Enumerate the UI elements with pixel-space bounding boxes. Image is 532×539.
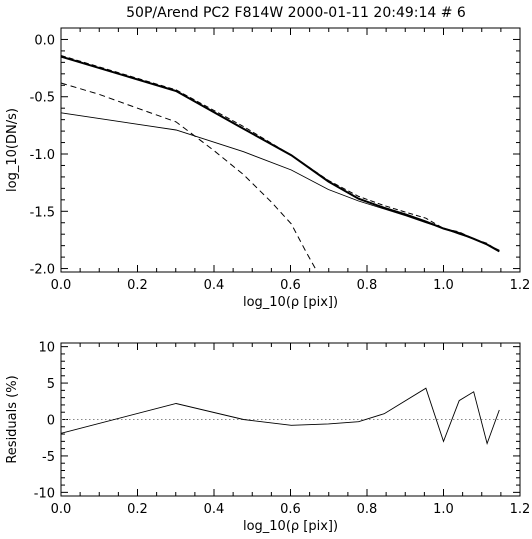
y-tick-label: 0.0 [34,33,55,48]
residuals-plot: 0.0 0.2 0.4 0.6 0.8 1.0 1.2 10 5 0 -5 -10 log_10(ρ … [5,341,530,534]
y-tick-label: 5 [47,377,55,392]
y-tick-label: -2.0 [30,263,55,278]
x-tick-label: 0.4 [204,278,225,293]
residuals-plot-ticks: 0.0 0.2 0.4 0.6 0.8 1.0 1.2 10 5 0 -5 -10 [34,341,531,517]
residuals-plot-series [61,387,520,446]
x-tick-label: 1.2 [510,278,531,293]
profile-plot-series [61,55,500,272]
x-tick-label: 0.4 [204,502,225,517]
series-line-dashed [61,55,500,252]
series-line-thin-dashed [61,82,318,272]
y-tick-label: 0 [47,414,55,429]
x-tick-label: 0.6 [280,502,301,517]
y-tick-label: -1.0 [30,148,55,163]
profile-plot-frame [60,27,521,273]
x-tick-label: 0.8 [357,502,378,517]
chart-title: 50P/Arend PC2 F814W 2000-01-11 20:49:14 … [126,5,466,21]
series-line-thin [61,112,500,251]
x-tick-label: 0.8 [357,278,378,293]
x-tick-label: 0.6 [280,278,301,293]
x-tick-label: 1.0 [433,278,454,293]
series-line-thin [61,387,500,446]
y-tick-label: -10 [34,486,55,501]
x-tick-label: 0.0 [51,278,72,293]
x-tick-label: 1.2 [510,502,531,517]
x-tick-label: 0.0 [51,502,72,517]
y-tick-label: -0.5 [30,91,55,106]
residuals-y-axis-label: Residuals (%) [5,375,20,463]
profile-y-axis-label: log_10(DN/s) [5,108,20,192]
y-tick-label: -1.5 [30,205,55,220]
x-tick-label: 1.0 [433,502,454,517]
profile-x-axis-label: log_10(ρ [pix]) [243,295,338,310]
profile-plot: 0.0 0.2 0.4 0.6 0.8 1.0 1.2 0.0 -0.5 -1.0 -1.5 -2.0… [5,27,531,310]
profile-plot-ticks: 0.0 0.2 0.4 0.6 0.8 1.0 1.2 0.0 -0.5 -1.0 -1.5 -2.0 [30,28,531,293]
y-tick-label: -5 [42,450,55,465]
x-tick-label: 0.2 [127,278,148,293]
y-tick-label: 10 [38,341,55,356]
residuals-x-axis-label: log_10(ρ [pix]) [243,519,338,534]
x-tick-label: 0.2 [127,502,148,517]
